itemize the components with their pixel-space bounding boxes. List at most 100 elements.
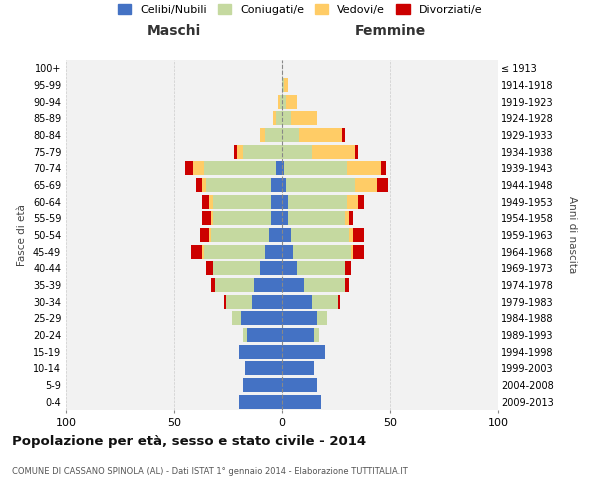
Bar (284, 162, 347, 175)
Text: Popolazione per età, sesso e stato civile - 2014: Popolazione per età, sesso e stato civil… (12, 435, 366, 448)
Bar (193, 162, 204, 175)
Text: Femmine: Femmine (355, 24, 425, 38)
Bar (282, 378, 317, 392)
Bar (282, 112, 290, 126)
Bar (282, 144, 312, 159)
Bar (275, 162, 282, 175)
Bar (274, 112, 275, 126)
Bar (202, 211, 211, 226)
Bar (213, 211, 271, 226)
Bar (200, 228, 209, 242)
Bar (243, 378, 282, 392)
Bar (297, 261, 344, 276)
Bar (347, 194, 358, 209)
Bar (282, 162, 284, 175)
Bar (236, 144, 243, 159)
Bar (282, 128, 299, 142)
Bar (382, 162, 386, 175)
Bar (209, 228, 211, 242)
Bar (290, 228, 349, 242)
Bar (215, 278, 254, 292)
Bar (235, 144, 236, 159)
Bar (226, 294, 252, 308)
Bar (282, 361, 314, 376)
Bar (247, 328, 282, 342)
Bar (232, 311, 241, 326)
Bar (282, 394, 321, 409)
Bar (282, 244, 293, 259)
Bar (286, 178, 355, 192)
Bar (211, 228, 269, 242)
Bar (224, 294, 226, 308)
Bar (282, 178, 286, 192)
Bar (269, 228, 282, 242)
Bar (347, 162, 382, 175)
Bar (213, 194, 271, 209)
Bar (265, 128, 282, 142)
Bar (344, 261, 351, 276)
Bar (204, 244, 265, 259)
Bar (280, 94, 282, 109)
Text: COMUNE DI CASSANO SPINOLA (AL) - Dati ISTAT 1° gennaio 2014 - Elaborazione TUTTI: COMUNE DI CASSANO SPINOLA (AL) - Dati IS… (12, 468, 408, 476)
Bar (351, 244, 353, 259)
Bar (349, 211, 353, 226)
Bar (282, 194, 289, 209)
Bar (252, 294, 282, 308)
Bar (353, 244, 364, 259)
Bar (202, 178, 206, 192)
Bar (355, 178, 377, 192)
Bar (290, 112, 317, 126)
Bar (278, 94, 280, 109)
Bar (271, 194, 282, 209)
Bar (338, 294, 340, 308)
Bar (254, 278, 282, 292)
Bar (204, 162, 275, 175)
Bar (239, 344, 282, 359)
Bar (317, 311, 328, 326)
Legend: Celibi/Nubili, Coniugati/e, Vedovi/e, Divorziati/e: Celibi/Nubili, Coniugati/e, Vedovi/e, Di… (113, 0, 487, 20)
Y-axis label: Anni di nascita: Anni di nascita (568, 196, 577, 274)
Bar (282, 344, 325, 359)
Bar (245, 361, 282, 376)
Bar (282, 328, 314, 342)
Bar (260, 261, 282, 276)
Text: Maschi: Maschi (147, 24, 201, 38)
Bar (343, 128, 344, 142)
Bar (196, 178, 202, 192)
Bar (282, 294, 312, 308)
Bar (312, 294, 338, 308)
Bar (289, 211, 344, 226)
Bar (282, 278, 304, 292)
Bar (243, 328, 247, 342)
Bar (243, 144, 282, 159)
Bar (271, 178, 282, 192)
Bar (299, 128, 343, 142)
Bar (271, 211, 282, 226)
Bar (260, 128, 265, 142)
Bar (275, 112, 282, 126)
Bar (282, 228, 290, 242)
Bar (353, 228, 364, 242)
Bar (241, 311, 282, 326)
Bar (314, 328, 319, 342)
Y-axis label: Fasce di età: Fasce di età (17, 204, 27, 266)
Bar (358, 194, 364, 209)
Bar (344, 278, 349, 292)
Bar (239, 394, 282, 409)
Bar (293, 244, 351, 259)
Bar (213, 261, 260, 276)
Bar (282, 211, 289, 226)
Bar (349, 228, 353, 242)
Bar (191, 244, 202, 259)
Bar (284, 78, 289, 92)
Bar (206, 261, 213, 276)
Bar (211, 278, 215, 292)
Bar (282, 94, 286, 109)
Bar (185, 162, 193, 175)
Bar (211, 211, 213, 226)
Bar (202, 244, 204, 259)
Bar (202, 194, 209, 209)
Bar (289, 194, 347, 209)
Bar (282, 78, 284, 92)
Bar (377, 178, 388, 192)
